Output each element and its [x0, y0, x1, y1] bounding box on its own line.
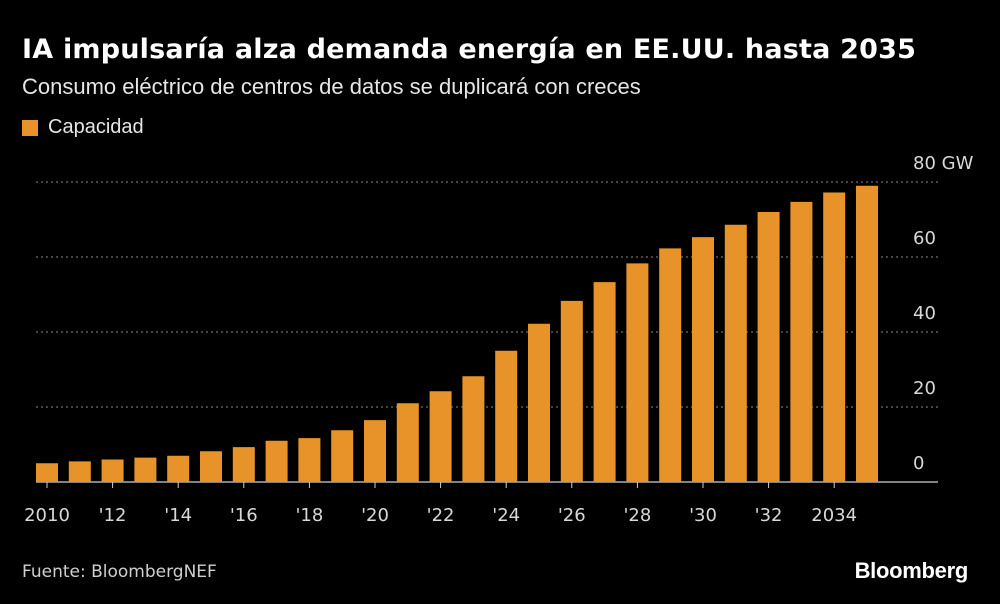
bar-2030 [692, 237, 714, 482]
x-tick-label: '28 [623, 505, 651, 526]
source-note: Fuente: BloombergNEF [22, 562, 217, 582]
bar-2019 [331, 430, 354, 482]
y-tick-label: 20 [913, 378, 936, 399]
bar-2035 [856, 185, 878, 482]
bar-2021 [396, 403, 419, 482]
bar-2028 [626, 263, 649, 482]
bar-2017 [265, 440, 288, 482]
x-tick-label: 2034 [811, 505, 857, 526]
bar-2018 [298, 438, 321, 482]
x-tick-label: '22 [427, 505, 455, 526]
bar-2027 [593, 282, 616, 482]
bar-2011 [68, 461, 91, 482]
x-tick-label: '26 [558, 505, 586, 526]
bar-2034 [823, 192, 846, 482]
x-tick-label: '30 [689, 505, 717, 526]
bar-2026 [560, 300, 583, 482]
x-tick-label: '14 [164, 505, 192, 526]
bar-2024 [495, 350, 518, 482]
y-tick-label: 0 [913, 453, 924, 474]
y-tick-label: 40 [913, 303, 936, 324]
bar-2016 [232, 447, 255, 482]
bar-2025 [528, 323, 550, 482]
chart-title: IA impulsaría alza demanda energía en EE… [22, 34, 917, 65]
x-tick-label: '24 [492, 505, 520, 526]
bar-2032 [757, 212, 780, 482]
x-tick-label: '16 [230, 505, 258, 526]
bar-2031 [724, 224, 747, 482]
legend-label: Capacidad [48, 116, 144, 138]
bar-2023 [462, 376, 485, 482]
x-tick-label: '12 [99, 505, 127, 526]
bloomberg-logo: Bloomberg [854, 558, 969, 583]
bar-2013 [134, 457, 157, 482]
x-tick-label: '20 [361, 505, 389, 526]
legend-swatch [22, 119, 38, 136]
bar-2010 [36, 463, 58, 482]
y-tick-label: 80 GW [913, 153, 974, 174]
x-tick-label: 2010 [24, 505, 70, 526]
x-tick-label: '32 [755, 505, 783, 526]
legend: Capacidad [22, 116, 144, 139]
bar-2020 [364, 420, 386, 482]
bar-2033 [790, 201, 813, 482]
bar-2012 [101, 459, 124, 482]
bar-2015 [200, 451, 222, 482]
chart-subtitle: Consumo eléctrico de centros de datos se… [22, 74, 641, 99]
y-tick-label: 60 [913, 228, 936, 249]
bar-2029 [659, 248, 682, 482]
bar-2014 [167, 455, 190, 482]
bar-2022 [429, 391, 452, 482]
x-tick-label: '18 [295, 505, 323, 526]
